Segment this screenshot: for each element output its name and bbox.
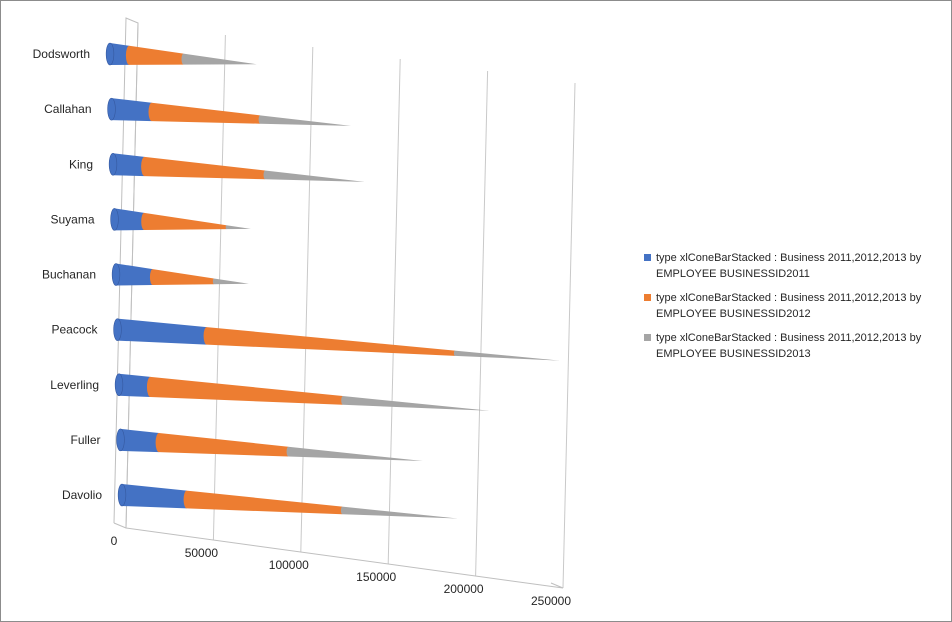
cone-segment-suyama-s3 xyxy=(225,225,251,230)
cone-segment-fuller-s1 xyxy=(116,428,159,453)
legend-swatch-2011 xyxy=(644,254,651,261)
category-label-davolio: Davolio xyxy=(62,488,102,502)
gridline xyxy=(387,58,401,565)
tick-label-150000: 150000 xyxy=(356,570,396,584)
cone-base-king xyxy=(108,152,118,176)
legend-item-2012: type xlConeBarStacked : Business 2011,20… xyxy=(644,290,944,322)
legend-item-2013: type xlConeBarStacked : Business 2011,20… xyxy=(644,330,944,362)
category-label-leverling: Leverling xyxy=(50,378,99,392)
category-label-king: King xyxy=(69,157,93,171)
chart-floor xyxy=(113,522,564,589)
cone-base-callahan xyxy=(107,97,116,121)
tick-label-0: 0 xyxy=(111,534,118,548)
cone-base-buchanan xyxy=(111,263,121,286)
cone-segment-king-s3 xyxy=(263,170,365,182)
category-axis-labels: Dodsworth Callahan King Suyama Buchanan Peaco… xyxy=(33,47,103,502)
legend-item-2011: type xlConeBarStacked : Business 2011,20… xyxy=(644,250,944,282)
value-axis-labels: 0 50000 100000 150000 200000 250000 xyxy=(111,534,572,608)
category-label-buchanan: Buchanan xyxy=(42,268,96,282)
cone-segment-buchanan-s3 xyxy=(212,278,249,285)
cone-segment-suyama-s1 xyxy=(110,208,145,231)
legend-label-2012: type xlConeBarStacked : Business 2011,20… xyxy=(656,292,922,320)
legend-swatch-2013 xyxy=(644,334,651,341)
legend-label-2011: type xlConeBarStacked : Business 2011,20… xyxy=(656,252,922,280)
cone-segment-fuller-s3 xyxy=(286,446,423,462)
category-label-dodsworth: Dodsworth xyxy=(33,47,90,61)
cone-segment-leverling-s2 xyxy=(146,376,343,405)
cone-segment-king-s1 xyxy=(109,153,145,177)
cone-segment-buchanan-s2 xyxy=(149,269,214,286)
cone-segment-callahan-s1 xyxy=(107,98,152,122)
tick-label-200000: 200000 xyxy=(444,582,484,596)
cone-segment-king-s2 xyxy=(141,156,266,180)
cone-segment-davolio-s3 xyxy=(340,506,458,519)
category-label-callahan: Callahan xyxy=(44,102,91,116)
legend-label-2013: type xlConeBarStacked : Business 2011,20… xyxy=(656,332,922,360)
cone-base-leverling xyxy=(114,373,124,397)
gridline xyxy=(300,46,314,553)
cone-segment-fuller-s2 xyxy=(155,432,289,457)
tick-label-100000: 100000 xyxy=(269,558,309,572)
category-label-peacock: Peacock xyxy=(51,323,98,337)
cone-segment-leverling-s3 xyxy=(341,396,490,411)
cone-segment-suyama-s2 xyxy=(141,212,227,231)
cone-segment-callahan-s2 xyxy=(148,102,261,124)
cone-base-suyama xyxy=(110,208,119,231)
cone-segment-buchanan-s1 xyxy=(112,263,153,286)
cone-segment-peacock-s3 xyxy=(453,350,560,361)
gridline xyxy=(475,70,489,577)
tick-label-50000: 50000 xyxy=(185,546,219,560)
cone-segment-callahan-s3 xyxy=(258,115,351,126)
cone-segment-peacock-s1 xyxy=(113,318,207,345)
tick-label-250000: 250000 xyxy=(531,594,571,608)
cone-base-peacock xyxy=(113,318,122,341)
cone-segment-davolio-s2 xyxy=(183,490,343,515)
category-label-fuller: Fuller xyxy=(70,433,100,447)
cone-segment-davolio-s1 xyxy=(118,484,187,509)
gridline xyxy=(562,82,576,589)
cone-bars xyxy=(105,42,560,519)
legend: type xlConeBarStacked : Business 2011,20… xyxy=(644,250,944,370)
cone-segment-leverling-s1 xyxy=(115,373,151,398)
cone-segment-dodsworth-s2 xyxy=(125,45,184,65)
cone-base-fuller xyxy=(116,428,125,452)
cone-base-davolio xyxy=(117,483,127,507)
cone-base-dodsworth xyxy=(105,42,115,66)
cone-segment-peacock-s2 xyxy=(203,327,455,356)
category-label-suyama: Suyama xyxy=(50,212,94,226)
legend-swatch-2012 xyxy=(644,294,651,301)
cone-segment-dodsworth-s3 xyxy=(181,53,257,65)
